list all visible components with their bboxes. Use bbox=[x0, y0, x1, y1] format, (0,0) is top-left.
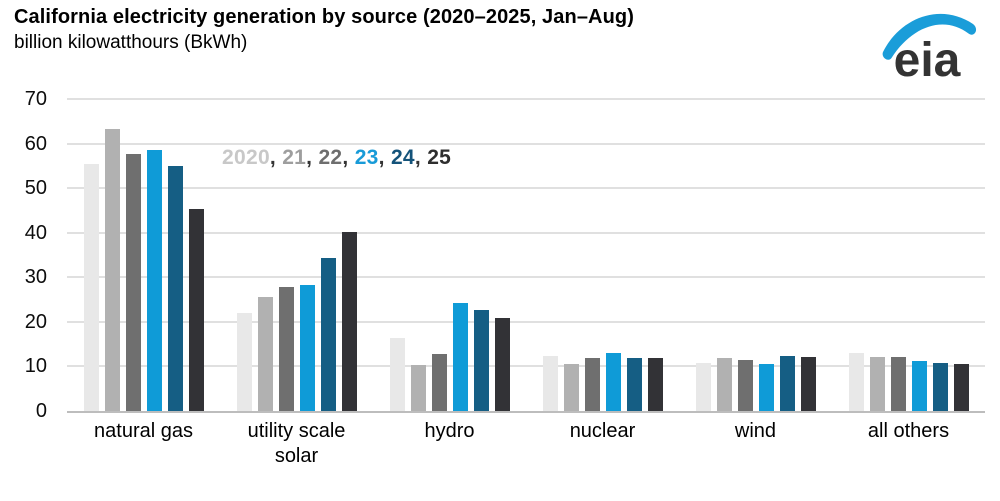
bar-22-utility-scale-solar bbox=[278, 286, 294, 411]
x-label-nuclear: nuclear bbox=[526, 419, 679, 444]
bar-25-utility-scale-solar bbox=[341, 231, 357, 411]
bar-21-hydro bbox=[410, 365, 426, 411]
bar-23-wind bbox=[758, 363, 774, 411]
bar-22-nuclear bbox=[584, 357, 600, 411]
bar-group-hydro bbox=[373, 99, 526, 411]
bar-23-utility-scale-solar bbox=[299, 284, 315, 411]
bar-2020-all-others bbox=[848, 353, 864, 411]
bar-2020-hydro bbox=[389, 338, 405, 411]
bar-24-wind bbox=[779, 356, 795, 411]
x-axis: natural gas utility scale solar hydro nucle… bbox=[67, 419, 985, 489]
legend-separator: , bbox=[306, 146, 319, 169]
y-tick-label-0: 0 bbox=[35, 400, 47, 422]
x-label-utility-scale-solar: utility scale solar bbox=[220, 419, 373, 469]
y-tick-label-30: 30 bbox=[24, 266, 47, 289]
eia-logo-text: eia bbox=[894, 34, 961, 80]
bar-25-wind bbox=[800, 356, 816, 411]
legend: 2020, 21, 22, 23, 24, 25 bbox=[222, 146, 451, 170]
bar-24-all-others bbox=[932, 363, 948, 411]
gridline-70 bbox=[67, 98, 985, 100]
gridline-40 bbox=[67, 231, 985, 234]
gridline-10 bbox=[67, 365, 985, 368]
x-label-text-natural-gas: natural gas bbox=[94, 420, 193, 442]
bar-2020-nuclear bbox=[542, 355, 558, 411]
gridline-30 bbox=[67, 276, 985, 279]
gridline-50 bbox=[67, 187, 985, 190]
y-tick-label-40: 40 bbox=[24, 221, 47, 244]
bar-23-all-others bbox=[911, 360, 927, 411]
bar-23-natural-gas bbox=[146, 149, 162, 411]
y-axis: 0 10 20 30 40 50 60 70 bbox=[0, 88, 57, 422]
legend-separator: , bbox=[414, 146, 428, 169]
x-label-text-hydro: hydro bbox=[424, 420, 475, 442]
bar-22-all-others bbox=[890, 356, 906, 411]
bar-25-natural-gas bbox=[188, 208, 204, 411]
bar-21-all-others bbox=[869, 356, 885, 411]
legend-item-25: 25 bbox=[427, 146, 452, 169]
eia-logo-graphic: eia bbox=[882, 13, 977, 87]
bar-21-utility-scale-solar bbox=[257, 297, 273, 411]
gridline-20 bbox=[67, 320, 985, 323]
bar-24-natural-gas bbox=[167, 166, 183, 411]
legend-separator: , bbox=[342, 146, 355, 169]
legend-item-21: 21 bbox=[282, 146, 307, 169]
legend-item-24: 24 bbox=[390, 146, 415, 169]
legend-separator: , bbox=[378, 146, 391, 169]
legend-item-23: 23 bbox=[354, 146, 379, 169]
x-label-text-all-others: all others bbox=[867, 420, 950, 442]
bar-24-utility-scale-solar bbox=[320, 258, 336, 411]
chart-unit-subtitle: billion kilowatthours (BkWh) bbox=[14, 32, 248, 53]
bar-25-hydro bbox=[494, 317, 510, 411]
bar-23-nuclear bbox=[605, 353, 621, 411]
bar-22-wind bbox=[737, 360, 753, 411]
x-label-hydro: hydro bbox=[373, 419, 526, 444]
plot-area bbox=[67, 98, 985, 413]
bar-group-wind bbox=[679, 99, 832, 411]
legend-item-22: 22 bbox=[318, 146, 343, 169]
eia-logo: eia bbox=[878, 4, 978, 87]
bar-group-natural-gas bbox=[67, 99, 220, 411]
bar-22-natural-gas bbox=[125, 153, 141, 411]
bar-21-wind bbox=[716, 357, 732, 411]
gridline-60 bbox=[67, 142, 985, 145]
bar-21-nuclear bbox=[563, 363, 579, 411]
bar-25-all-others bbox=[953, 364, 969, 411]
bar-2020-utility-scale-solar bbox=[236, 313, 252, 411]
bar-2020-wind bbox=[695, 363, 711, 411]
y-tick-label-60: 60 bbox=[24, 132, 47, 155]
x-label-all-others: all others bbox=[832, 419, 985, 444]
x-label-natural-gas: natural gas bbox=[67, 419, 220, 444]
x-label-text-nuclear: nuclear bbox=[569, 420, 636, 442]
bar-24-hydro bbox=[473, 310, 489, 411]
bar-group-all-others bbox=[832, 99, 985, 411]
legend-separator: , bbox=[269, 146, 283, 169]
bar-2020-natural-gas bbox=[83, 164, 99, 411]
x-label-text-utility-scale-solar: utility scale solar bbox=[247, 420, 346, 467]
bar-21-natural-gas bbox=[104, 128, 120, 411]
bar-24-nuclear bbox=[626, 357, 642, 411]
page-title: California electricity generation by sou… bbox=[14, 6, 634, 28]
y-tick-label-50: 50 bbox=[24, 177, 47, 200]
x-label-text-wind: wind bbox=[734, 420, 777, 442]
bar-25-nuclear bbox=[647, 357, 663, 411]
bar-22-hydro bbox=[431, 353, 447, 411]
eia-swoosh-icon bbox=[882, 13, 977, 60]
legend-item-2020: 2020 bbox=[222, 146, 270, 169]
y-tick-label-70: 70 bbox=[24, 88, 47, 110]
bar-group-utility-scale-solar bbox=[220, 99, 373, 411]
bar-group-nuclear bbox=[526, 99, 679, 411]
y-tick-label-10: 10 bbox=[24, 355, 47, 378]
bar-23-hydro bbox=[452, 302, 468, 411]
y-tick-label-20: 20 bbox=[24, 310, 47, 333]
x-label-wind: wind bbox=[679, 419, 832, 444]
